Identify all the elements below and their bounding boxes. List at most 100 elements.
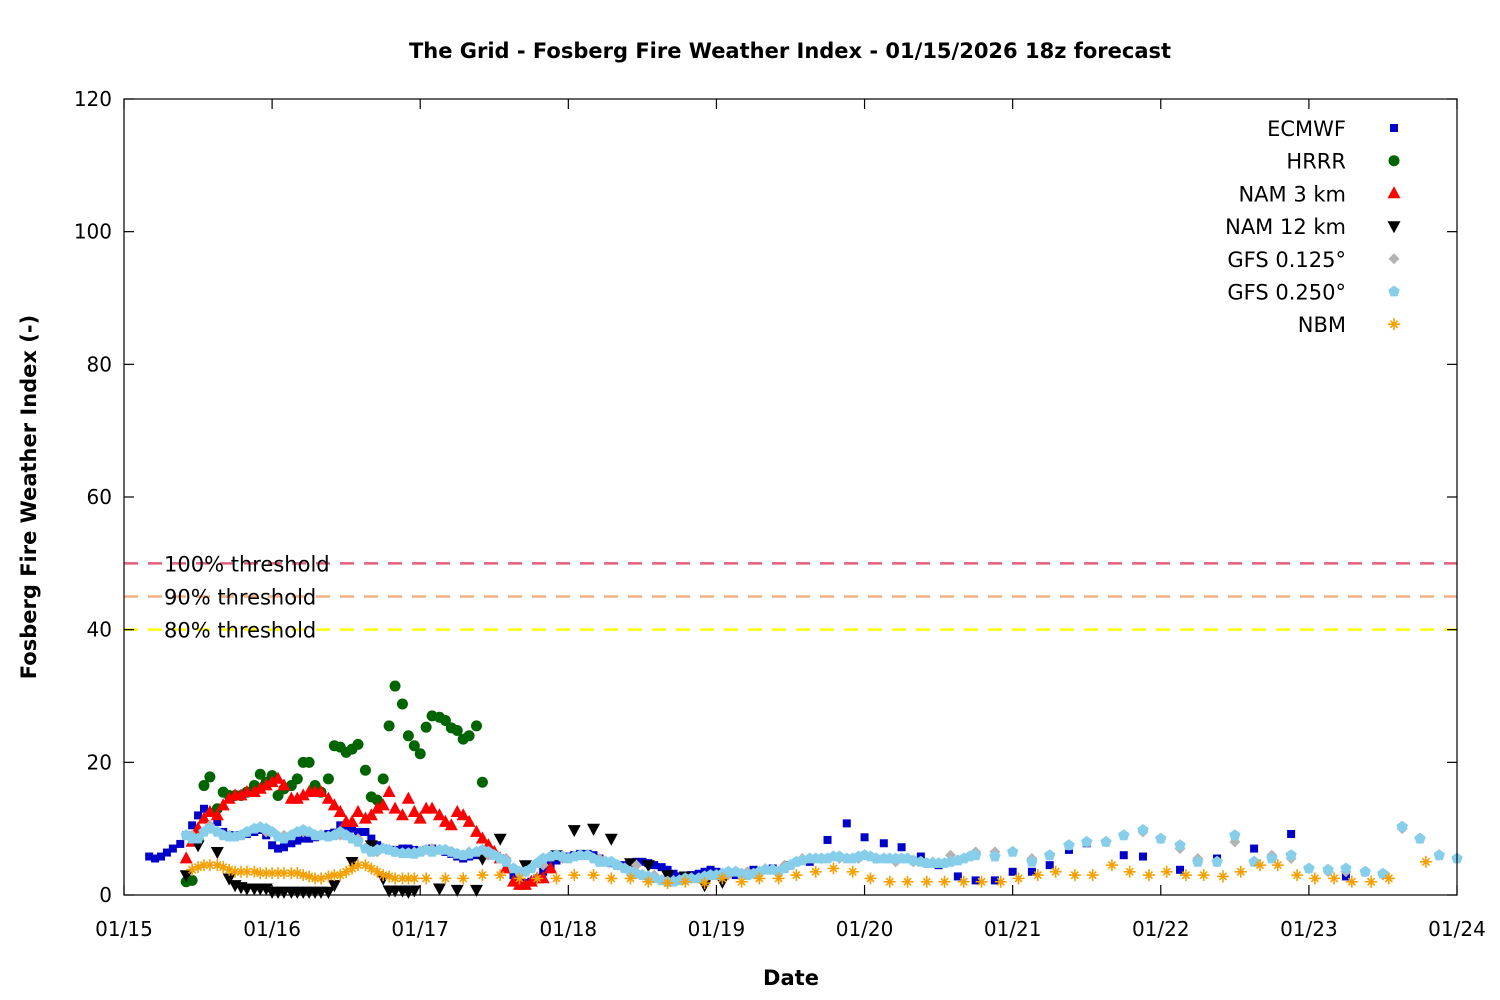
point-0-8 [194, 811, 203, 820]
point-1-18 [291, 773, 303, 785]
point-2-18 [290, 791, 304, 804]
legend-label-0: ECMWF [1267, 117, 1346, 141]
point-6-68 [994, 875, 1007, 888]
point-1-32 [377, 773, 389, 785]
x-tick-label-2: 01/17 [391, 917, 449, 941]
point-5-147 [1322, 863, 1334, 875]
series-6 [186, 855, 1432, 890]
point-6-74 [1105, 859, 1118, 872]
point-5-128 [969, 849, 982, 861]
point-0-118 [1287, 829, 1296, 838]
point-0-106 [971, 876, 980, 885]
point-1-39 [420, 721, 432, 733]
point-0-84 [663, 865, 672, 874]
x-tick-label-6: 01/21 [984, 917, 1042, 941]
point-1-44 [451, 724, 463, 736]
threshold-label-0: 100% threshold [164, 552, 330, 576]
point-5-139 [1174, 839, 1186, 851]
point-5-88 [722, 865, 734, 877]
point-0-31 [336, 821, 345, 830]
point-2-45 [456, 808, 470, 821]
point-0-24 [293, 836, 302, 845]
point-6-26 [346, 862, 359, 875]
point-6-37 [420, 872, 433, 885]
point-6-63 [901, 875, 914, 888]
x-tick-label-4: 01/19 [688, 917, 746, 941]
point-6-40 [476, 869, 489, 882]
point-0-101 [879, 839, 888, 848]
point-2-47 [470, 824, 484, 837]
point-2-4 [203, 804, 217, 817]
point-5-82 [685, 872, 697, 884]
point-3-28 [407, 885, 421, 898]
point-0-34 [354, 827, 363, 836]
point-1-46 [463, 730, 475, 742]
point-2-30 [364, 808, 378, 821]
x-tick-label-5: 01/20 [836, 917, 894, 941]
point-6-27 [352, 859, 365, 872]
point-1-47 [471, 720, 483, 732]
point-3-9 [259, 883, 273, 896]
point-0-113 [1119, 851, 1128, 860]
y-tick-label-6: 120 [74, 87, 112, 111]
point-3-36 [567, 825, 581, 838]
point-1-34 [389, 680, 401, 692]
point-6-84 [1291, 869, 1304, 882]
point-0-82 [650, 861, 659, 870]
point-6-46 [587, 869, 600, 882]
point-5-143 [1248, 855, 1260, 867]
point-6-61 [864, 872, 877, 885]
point-5-112 [870, 852, 883, 864]
point-6-58 [809, 865, 822, 878]
point-6-55 [753, 872, 766, 885]
point-6-57 [790, 869, 803, 882]
plot-background [124, 99, 1457, 895]
point-6-47 [605, 872, 618, 885]
point-0-108 [1008, 867, 1017, 876]
point-3-39 [624, 858, 638, 871]
point-5-130 [1007, 845, 1019, 857]
point-6-60 [846, 865, 859, 878]
point-3-30 [450, 884, 464, 897]
point-0-102 [897, 843, 906, 852]
point-2-56 [524, 874, 538, 887]
point-1-31 [371, 794, 383, 806]
point-0-109 [1027, 867, 1036, 876]
y-tick-label-4: 80 [87, 352, 112, 376]
x-tick-label-8: 01/23 [1280, 917, 1338, 941]
point-2-9 [234, 788, 248, 801]
legend: ECMWF HRRR NAM 3 km NAM 12 km GFS 0.125° GFS … [1225, 117, 1401, 337]
point-6-62 [883, 875, 896, 888]
point-6-78 [1179, 869, 1192, 882]
point-0-23 [287, 839, 296, 848]
point-2-5 [210, 808, 224, 821]
point-3-33 [493, 833, 507, 846]
point-6-72 [1068, 869, 1081, 882]
threshold-lines: 100% threshold 90% threshold 80% threshold [124, 552, 1457, 643]
point-6-65 [938, 875, 951, 888]
point-0-85 [669, 869, 678, 878]
point-2-31 [370, 801, 384, 814]
point-6-54 [735, 875, 748, 888]
point-6-86 [1328, 872, 1341, 885]
point-1-42 [439, 715, 451, 727]
x-tick-label-3: 01/18 [540, 917, 598, 941]
point-6-38 [439, 872, 452, 885]
threshold-label-1: 90% threshold [164, 586, 316, 610]
point-2-24 [327, 798, 341, 811]
point-1-1 [186, 874, 198, 886]
point-1-12 [254, 768, 266, 780]
point-2-23 [321, 791, 335, 804]
point-6-79 [1197, 869, 1210, 882]
legend-marker-6 [1388, 318, 1400, 331]
legend-label-6: NBM [1298, 313, 1346, 337]
series-5 [180, 820, 1463, 887]
point-3-29 [432, 883, 446, 896]
point-6-48 [624, 872, 637, 885]
plot-area [124, 99, 1457, 895]
point-2-6 [216, 798, 230, 811]
point-3-40 [641, 860, 655, 873]
point-2-12 [253, 781, 267, 794]
point-2-13 [259, 778, 273, 791]
